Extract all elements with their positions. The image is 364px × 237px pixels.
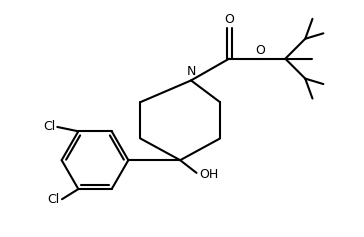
Text: O: O bbox=[224, 13, 234, 26]
Text: OH: OH bbox=[199, 168, 219, 181]
Text: O: O bbox=[255, 44, 265, 56]
Text: N: N bbox=[186, 65, 196, 78]
Text: Cl: Cl bbox=[48, 193, 60, 206]
Text: Cl: Cl bbox=[43, 120, 55, 133]
